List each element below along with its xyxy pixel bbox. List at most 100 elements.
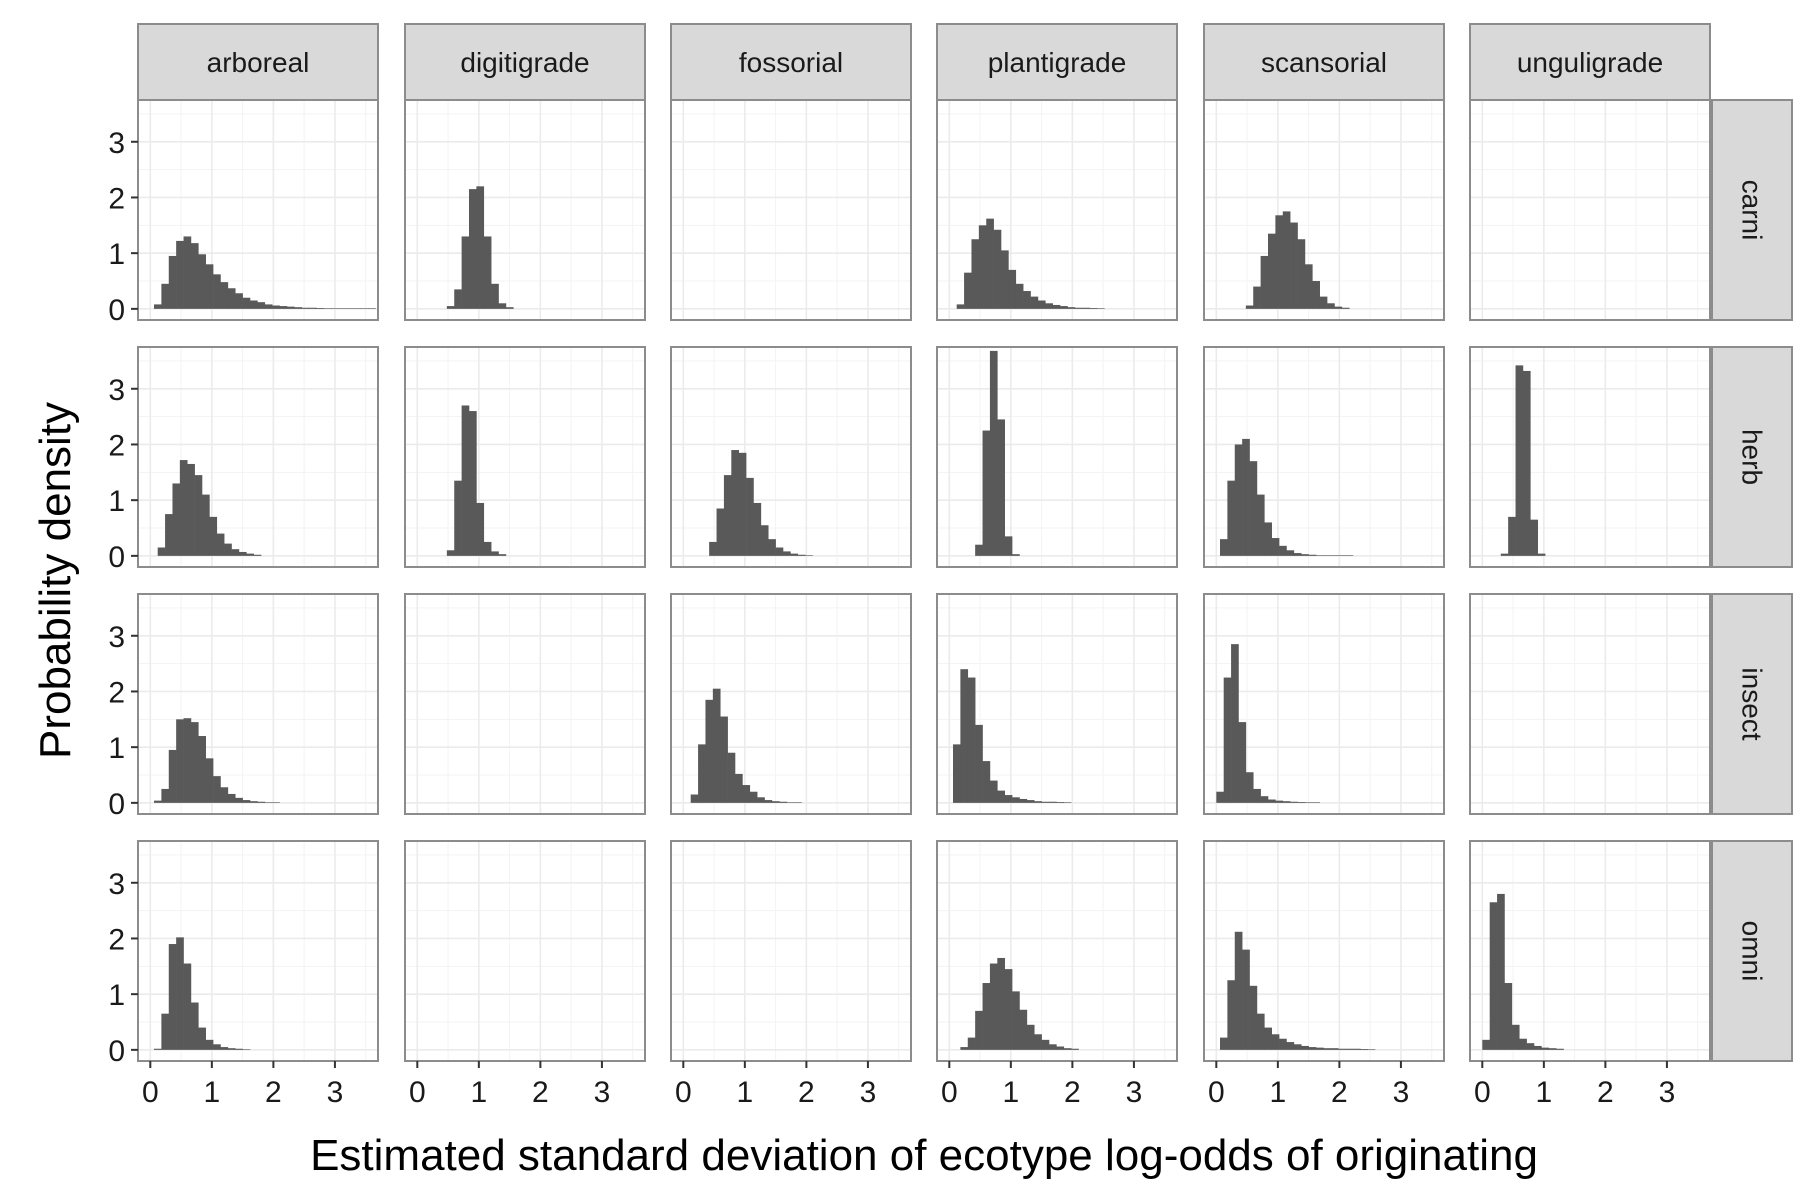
histogram-bar-arboreal-insect [250,801,258,803]
histogram-bar-plantigrade-carni [956,304,965,309]
histogram-bar-unguligrade-herb [1508,516,1516,556]
histogram-bar-digitigrade-carni [446,306,455,309]
histogram-bar-arboreal-insect [154,800,162,803]
histogram-bar-arboreal-insect [235,797,243,803]
histogram-bar-plantigrade-omni [997,957,1005,1050]
histogram-bar-arboreal-herb [187,463,195,556]
histogram-bar-arboreal-carni [286,306,295,309]
histogram-bar-fossorial-insect [742,785,751,803]
x-tick-label: 3 [1393,1076,1410,1109]
y-tick-label: 2 [108,182,125,215]
histogram-bar-arboreal-insect [176,719,184,803]
histogram-bar-arboreal-carni [257,302,266,309]
histogram-bar-arboreal-carni [168,255,177,309]
panel-border [1469,840,1711,1062]
histogram-bar-scansorial-carni [1268,233,1276,309]
panel-border [1469,346,1711,568]
x-tick-label: 3 [1659,1076,1676,1109]
histogram-bar-plantigrade-omni [975,1010,983,1050]
histogram-bar-scansorial-omni [1338,1048,1346,1050]
histogram-bar-plantigrade-insect [1019,798,1028,803]
histogram-bar-unguligrade-herb [1500,553,1509,556]
panel-background [405,841,645,1061]
histogram-bar-scansorial-herb [1286,550,1295,556]
histogram-bar-arboreal-carni [250,300,258,309]
panel-background [937,841,1177,1061]
histogram-bar-arboreal-carni [272,305,280,309]
histogram-bar-arboreal-herb [172,483,181,556]
histogram-bar-fossorial-herb [790,553,799,556]
histogram-bar-scansorial-carni [1304,264,1313,309]
histogram-bar-arboreal-herb [194,475,203,556]
histogram-bar-scansorial-omni [1301,1045,1309,1050]
histogram-bar-plantigrade-carni [964,272,972,309]
histogram-bar-unguligrade-omni [1556,1048,1564,1050]
histogram-bar-scansorial-omni [1286,1042,1295,1050]
x-axis-title: Estimated standard deviation of ecotype … [310,1131,1538,1180]
histogram-bar-scansorial-omni [1249,985,1258,1050]
histogram-bar-scansorial-insect [1282,801,1291,803]
y-tick-label: 2 [108,429,125,462]
facet-label-digitigrade: digitigrade [460,47,589,78]
histogram-bar-arboreal-carni [353,308,362,309]
histogram-bar-scansorial-herb [1330,555,1339,556]
histogram-bar-plantigrade-omni [967,1037,976,1050]
panel-background [937,347,1177,567]
histogram-bar-plantigrade-insect [982,761,991,803]
histogram-bar-arboreal-carni [301,307,310,309]
histogram-bar-scansorial-omni [1220,1037,1228,1050]
histogram-bar-scansorial-carni [1275,215,1284,309]
histogram-bar-scansorial-insect [1260,796,1269,803]
y-tick-label: 0 [108,294,125,327]
histogram-bar-fossorial-insect [749,791,758,803]
histogram-bar-scansorial-herb [1345,555,1354,556]
histogram-bar-digitigrade-carni [461,236,470,309]
panel-border [137,840,379,1062]
histogram-bar-fossorial-insect [794,802,802,803]
histogram-bar-digitigrade-carni [469,189,477,309]
histogram-bar-fossorial-herb [723,475,732,556]
histogram-bar-fossorial-herb [783,551,791,556]
panel-border [670,346,912,568]
x-tick-label: 2 [265,1076,282,1109]
histogram-bar-scansorial-omni [1352,1048,1361,1050]
histogram-bar-scansorial-omni [1367,1049,1376,1050]
facet-strip-scansorial [1203,23,1445,101]
histogram-bar-scansorial-herb [1249,461,1258,556]
histogram-bar-digitigrade-herb [454,480,462,556]
histogram-bar-plantigrade-herb [997,419,1005,556]
histogram-bar-arboreal-omni [227,1048,236,1050]
panel-border [1203,840,1445,1062]
histogram-bar-scansorial-insect [1275,800,1284,803]
facet-label-insect: insect [1737,667,1768,740]
histogram-bar-arboreal-carni [346,308,354,309]
histogram-bar-unguligrade-omni [1482,1039,1490,1050]
histogram-bar-scansorial-omni [1360,1049,1368,1050]
histogram-bar-plantigrade-omni [960,1047,969,1050]
histogram-bar-plantigrade-carni [1015,283,1024,309]
histogram-bar-plantigrade-carni [1045,303,1053,309]
histogram-bar-arboreal-carni [309,307,317,309]
histogram-bar-arboreal-carni [161,283,170,309]
histogram-bar-plantigrade-insect [975,724,983,803]
histogram-bar-fossorial-insect [698,744,706,803]
histogram-bar-arboreal-carni [368,308,376,309]
y-tick-label: 1 [108,238,125,271]
x-tick-label: 2 [1064,1076,1081,1109]
histogram-bar-plantigrade-omni [1012,991,1020,1050]
histogram-bar-plantigrade-carni [1030,296,1039,309]
histogram-bar-unguligrade-omni [1489,902,1498,1050]
histogram-bar-plantigrade-omni [1004,969,1013,1050]
histogram-bar-plantigrade-insect [1049,801,1057,803]
histogram-bar-digitigrade-herb [461,405,470,556]
histogram-bar-unguligrade-omni [1541,1047,1550,1050]
facet-label-herb: herb [1737,429,1768,485]
histogram-bar-arboreal-omni [161,1013,170,1050]
histogram-bar-plantigrade-insect [989,780,998,803]
histogram-bar-arboreal-omni [176,937,184,1050]
facet-label-omni: omni [1737,921,1768,982]
histogram-bar-unguligrade-herb [1530,519,1538,556]
histogram-bar-arboreal-herb [253,554,262,556]
histogram-bar-scansorial-carni [1319,296,1328,309]
histogram-bar-fossorial-herb [775,547,784,556]
